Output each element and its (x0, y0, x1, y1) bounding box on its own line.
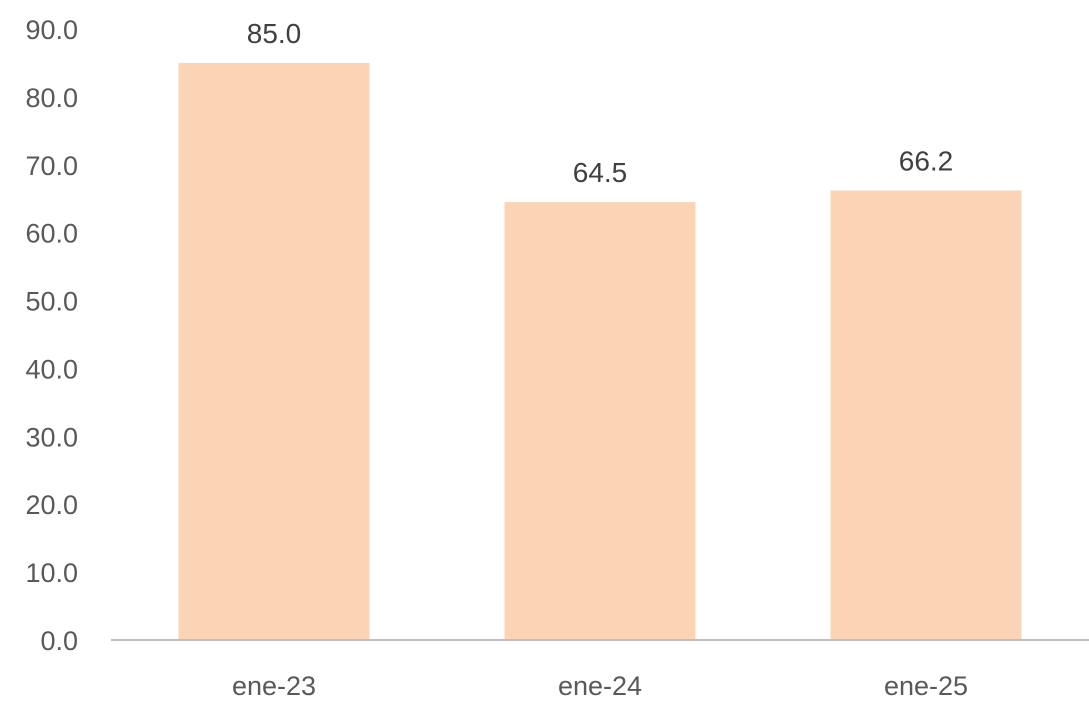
data-labels: 85.0 64.5 66.2 (247, 18, 954, 188)
y-tick-label: 50.0 (25, 287, 78, 317)
y-axis-ticks: 0.0 10.0 20.0 30.0 40.0 50.0 60.0 70.0 80.0 90.0 (25, 15, 78, 656)
y-tick-label: 80.0 (25, 83, 78, 113)
y-tick-label: 70.0 (25, 151, 78, 181)
y-tick-label: 0.0 (40, 626, 78, 656)
y-tick-label: 20.0 (25, 490, 78, 520)
bar (504, 202, 696, 640)
x-tick-label: ene-23 (232, 671, 316, 701)
bars (178, 62, 1022, 640)
data-label: 85.0 (247, 18, 302, 49)
data-label: 64.5 (573, 157, 628, 188)
x-tick-label: ene-25 (884, 671, 968, 701)
y-tick-label: 60.0 (25, 219, 78, 249)
bar (178, 62, 370, 640)
y-tick-label: 10.0 (25, 558, 78, 588)
y-tick-label: 40.0 (25, 354, 78, 384)
bar (830, 190, 1022, 640)
data-label: 66.2 (899, 146, 954, 177)
y-tick-label: 90.0 (25, 15, 78, 45)
x-tick-label: ene-24 (558, 671, 642, 701)
y-tick-label: 30.0 (25, 422, 78, 452)
x-axis-labels: ene-23 ene-24 ene-25 (232, 671, 968, 701)
